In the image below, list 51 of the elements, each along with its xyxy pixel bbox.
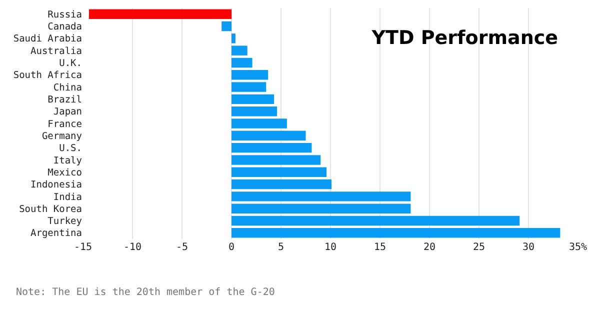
y-tick-label: Mexico	[48, 167, 82, 178]
y-tick-label: U.S.	[59, 143, 82, 154]
x-tick-label: -5	[176, 242, 188, 253]
bar	[232, 34, 236, 44]
y-tick-label: Australia	[30, 46, 82, 57]
bar	[232, 155, 321, 165]
y-tick-label: Germany	[42, 130, 82, 142]
text: Note: The EU is the 20th member of the G-20	[16, 287, 275, 298]
y-tick-label: South Africa	[13, 70, 82, 82]
bar	[232, 204, 411, 214]
bar	[232, 216, 520, 226]
x-tick-label: -10	[123, 242, 142, 253]
text: YTD Performance	[370, 27, 558, 50]
x-tick-label: 35%	[568, 242, 588, 253]
y-tick-label: Indonesia	[30, 180, 82, 191]
y-tick-label: Saudi Arabia	[13, 34, 82, 45]
y-tick-label: Japan	[53, 106, 82, 118]
bar	[232, 130, 306, 141]
bar	[232, 106, 278, 116]
bar	[232, 70, 268, 80]
bar	[232, 82, 266, 92]
x-tick-label: 30	[522, 242, 535, 253]
x-tick-label: -15	[74, 242, 92, 253]
y-tick-label: Brazil	[48, 94, 82, 106]
x-tick-label: 25	[472, 242, 486, 253]
y-tick-label: Russia	[48, 9, 82, 20]
x-tick-label: 5	[278, 242, 284, 253]
y-tick-label: U.K.	[59, 58, 82, 70]
y-tick-label: China	[53, 82, 82, 94]
y-tick-label: Argentina	[30, 228, 82, 240]
y-tick-label: Canada	[48, 22, 82, 33]
y-tick-label: Italy	[53, 155, 82, 166]
bar	[232, 118, 287, 128]
bar	[232, 192, 411, 202]
bar	[88, 9, 232, 19]
x-tick-label: 20	[423, 242, 436, 253]
bar	[232, 228, 560, 238]
y-tick-label: South Korea	[19, 204, 82, 215]
y-tick-label: India	[53, 192, 82, 203]
x-tick-label: 10	[324, 242, 337, 253]
bar	[222, 21, 232, 32]
x-tick-label: 15	[374, 242, 386, 253]
bar	[232, 179, 332, 190]
bar	[232, 46, 248, 56]
bar	[232, 142, 312, 153]
y-tick-label: Turkey	[48, 216, 82, 228]
x-tick-label: 0	[228, 242, 235, 253]
bar	[232, 94, 274, 104]
bar	[232, 167, 327, 177]
y-tick-label: France	[48, 118, 82, 130]
bar	[232, 58, 252, 68]
